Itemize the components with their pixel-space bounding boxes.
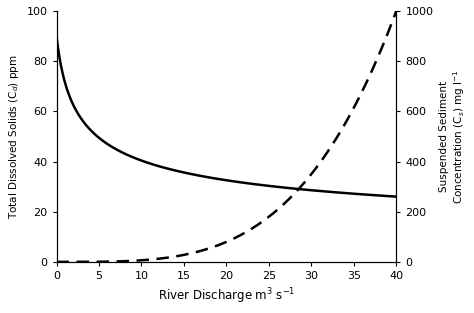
Y-axis label: Total Dissolved Solids (C$_d$) ppm: Total Dissolved Solids (C$_d$) ppm xyxy=(7,54,21,219)
Y-axis label: Suspended Sediment
Concentration (C$_s$) mg l$^{-1}$: Suspended Sediment Concentration (C$_s$)… xyxy=(439,69,467,204)
X-axis label: River Discharge m$^3$ s$^{-1}$: River Discharge m$^3$ s$^{-1}$ xyxy=(158,286,295,306)
